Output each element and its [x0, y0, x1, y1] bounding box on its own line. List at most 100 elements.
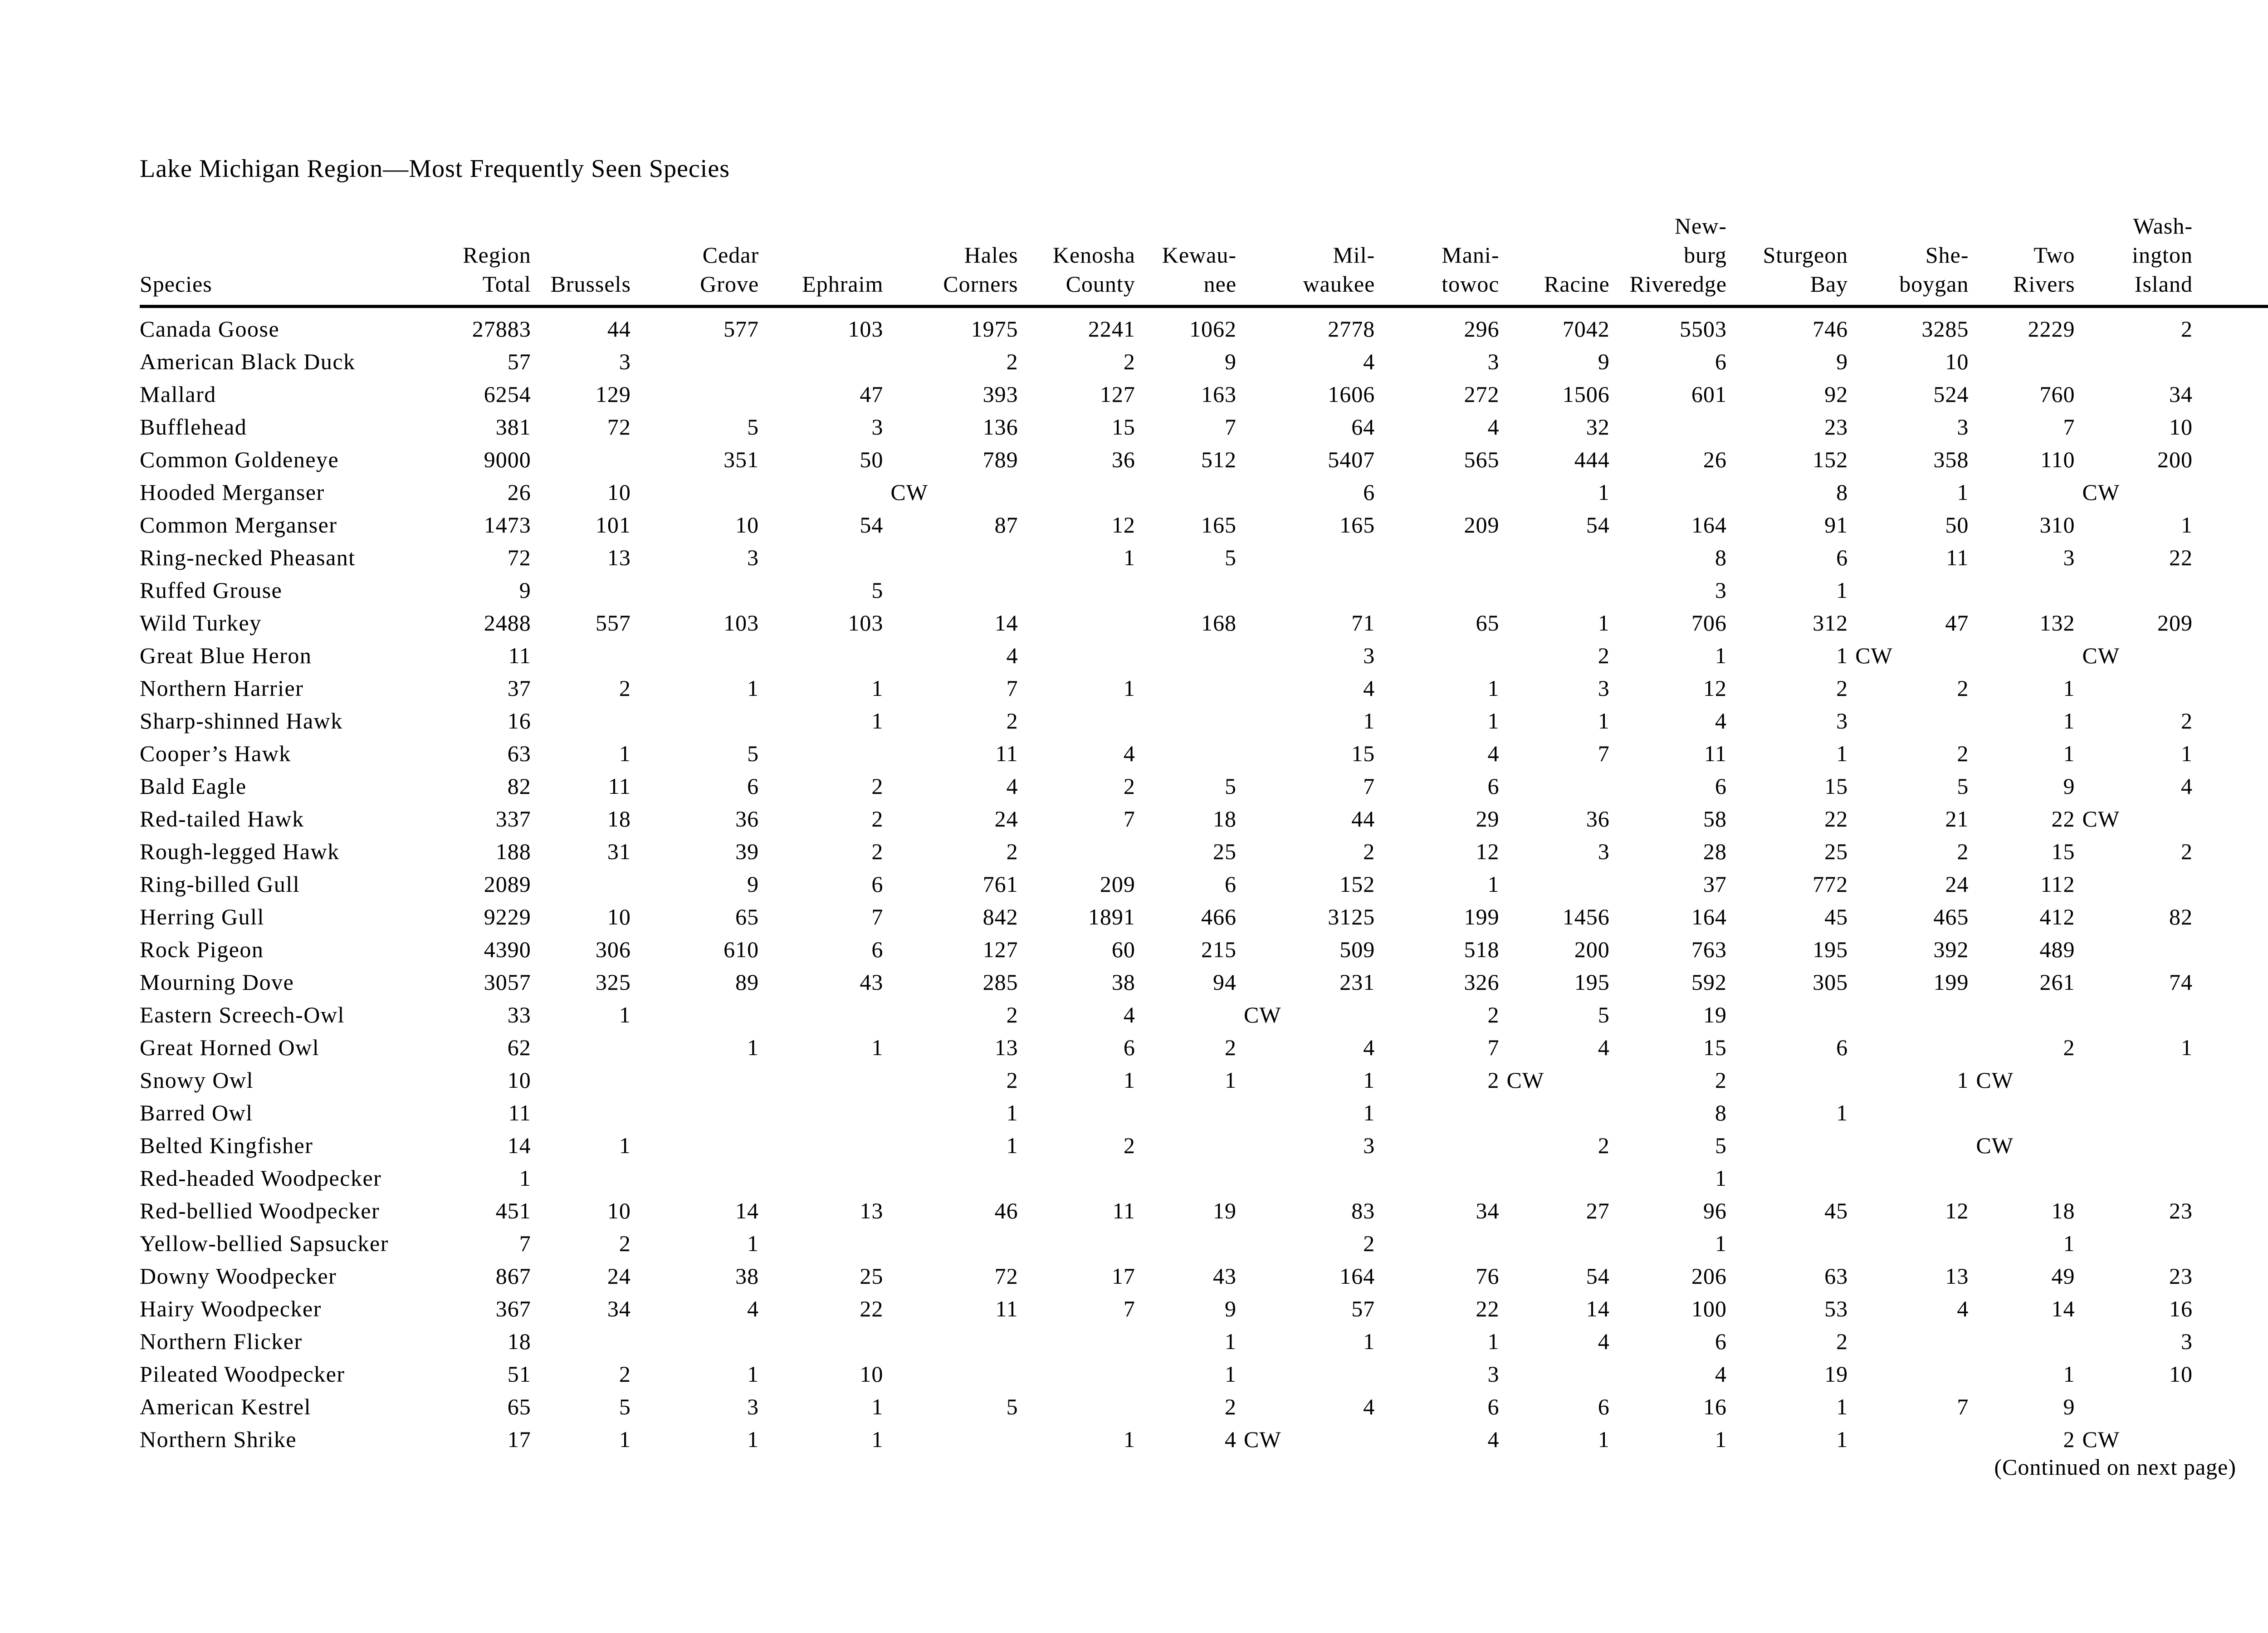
column-header: Mil- waukee	[1237, 198, 1375, 308]
count-cell: 1	[2063, 1361, 2075, 1387]
count-cell: 5	[1715, 1133, 1727, 1158]
count-cell	[1018, 1162, 1135, 1194]
column-header: Region Total	[430, 198, 531, 308]
count-cell: 36	[735, 806, 759, 831]
count-cell: 1473	[484, 512, 531, 538]
count-value: 2	[2063, 1427, 2075, 1452]
count-cell: 4 CW	[1135, 1423, 1281, 1456]
count-cell: 1456	[1562, 904, 1610, 929]
count-cell	[1727, 998, 1848, 1031]
count-cell: 746	[1813, 316, 1848, 342]
species-name: Ruffed Grouse	[140, 577, 283, 603]
count-cell: 610	[723, 937, 759, 962]
count-cell	[1237, 1162, 1375, 1194]
count-cell: 6	[1715, 349, 1727, 374]
count-cell	[531, 1031, 631, 1064]
count-cell: 6	[1123, 1035, 1135, 1060]
column-header: Kenosha County	[1018, 198, 1135, 308]
count-cell: 1	[619, 1002, 631, 1027]
count-cell	[1018, 639, 1135, 672]
count-cell	[1018, 476, 1135, 508]
table-row: Bald Eagle 82 11 6 2 4 2 5 7 6 6 15 5 9 4	[140, 770, 2268, 802]
count-cell	[1135, 1129, 1237, 1162]
count-cell: 1	[2181, 1035, 2193, 1060]
species-name: Rock Pigeon	[140, 937, 264, 962]
count-cell: 168	[1201, 610, 1237, 636]
count-cell: 325	[595, 969, 631, 995]
count-cell: 38	[735, 1263, 759, 1289]
count-cell: 19	[1703, 1002, 1727, 1027]
count-cell: 3	[1598, 839, 1610, 864]
count-cell	[1727, 1227, 1848, 1260]
count-cell: 6	[1487, 773, 1500, 799]
count-cell: 2	[1123, 349, 1135, 374]
count-cell: 12	[1945, 1198, 1969, 1223]
count-cell: 165	[1339, 512, 1375, 538]
count-cell: 6	[1836, 545, 1848, 570]
count-cell: 164	[1339, 1263, 1375, 1289]
species-name: Hooded Merganser	[140, 479, 325, 505]
count-cell: 4	[1006, 643, 1018, 668]
count-cell: 326	[1464, 969, 1500, 995]
count-cell: 7	[1363, 773, 1375, 799]
count-cell	[2075, 802, 2268, 835]
count-cell: 4390	[484, 937, 531, 962]
count-cell	[2075, 868, 2268, 900]
count-cell: 3	[747, 1394, 759, 1419]
table-row: Red-bellied Woodpecker 451 10 14 13 46 11 19 83 3…	[140, 1194, 2268, 1227]
count-cell: 7	[1006, 675, 1018, 701]
count-cell: 24	[994, 806, 1018, 831]
count-cell: 1506	[1562, 381, 1610, 407]
count-cell	[1237, 574, 1375, 606]
count-cell: 11	[1946, 545, 1969, 570]
count-week-flag: CW	[1976, 1133, 2014, 1158]
count-cell	[1499, 1064, 1609, 1096]
count-cell: 15	[1351, 741, 1375, 766]
count-cell: 163	[1201, 381, 1237, 407]
count-cell: 112	[2040, 871, 2075, 897]
count-cell: 2	[1006, 708, 1018, 733]
count-cell: 2 CW	[1375, 1064, 1544, 1096]
count-cell	[1018, 1390, 1135, 1423]
count-cell: 9	[519, 577, 531, 603]
count-cell: 1	[1487, 1329, 1500, 1354]
count-cell: 1	[747, 1231, 759, 1256]
species-count-table-wrap: Species Region Total Brussels Cedar Grove E…	[140, 198, 2268, 1456]
species-name: Great Horned Owl	[140, 1035, 320, 1060]
count-cell: 1	[1487, 675, 1500, 701]
count-cell: 9229	[484, 904, 531, 929]
table-row: Ruffed Grouse 9 5 3 1	[140, 574, 2268, 606]
count-cell: 47	[1945, 610, 1969, 636]
count-cell: 2	[1225, 1035, 1237, 1060]
count-cell	[1375, 1162, 1499, 1194]
count-cell: 103	[848, 316, 884, 342]
count-cell: 22 CW	[1969, 802, 2120, 835]
species-name: Red-bellied Woodpecker	[140, 1198, 380, 1223]
count-cell: 2	[871, 806, 884, 831]
count-cell: 132	[2039, 610, 2075, 636]
count-cell: 1 CW	[1727, 639, 1892, 672]
count-cell: 15	[1703, 1035, 1727, 1060]
count-cell: 54	[860, 512, 884, 538]
count-cell: 63	[507, 741, 531, 766]
count-cell: 23	[1824, 414, 1848, 440]
count-cell: 1	[747, 1427, 759, 1452]
count-cell: 25	[860, 1263, 884, 1289]
count-cell	[1969, 1064, 2075, 1096]
count-cell: 5	[1957, 773, 1969, 799]
count-week-flag: CW	[2082, 806, 2120, 831]
count-cell: 5	[619, 1394, 631, 1419]
count-cell: 1	[2063, 675, 2075, 701]
count-cell: 2	[1957, 675, 1969, 701]
count-cell: 1	[1836, 1427, 1848, 1452]
count-cell: 16	[2169, 1296, 2193, 1321]
count-cell: 22	[1476, 1296, 1500, 1321]
table-row: Downy Woodpecker 867 24 38 25 72 17 43 164 76 54 20…	[140, 1260, 2268, 1292]
count-cell: 1	[1123, 1427, 1135, 1452]
count-cell: 231	[1339, 969, 1375, 995]
count-cell	[1848, 1423, 1969, 1456]
count-cell: 5	[747, 414, 759, 440]
count-cell: 296	[1464, 316, 1500, 342]
count-cell	[1375, 574, 1499, 606]
count-cell: 393	[982, 381, 1018, 407]
